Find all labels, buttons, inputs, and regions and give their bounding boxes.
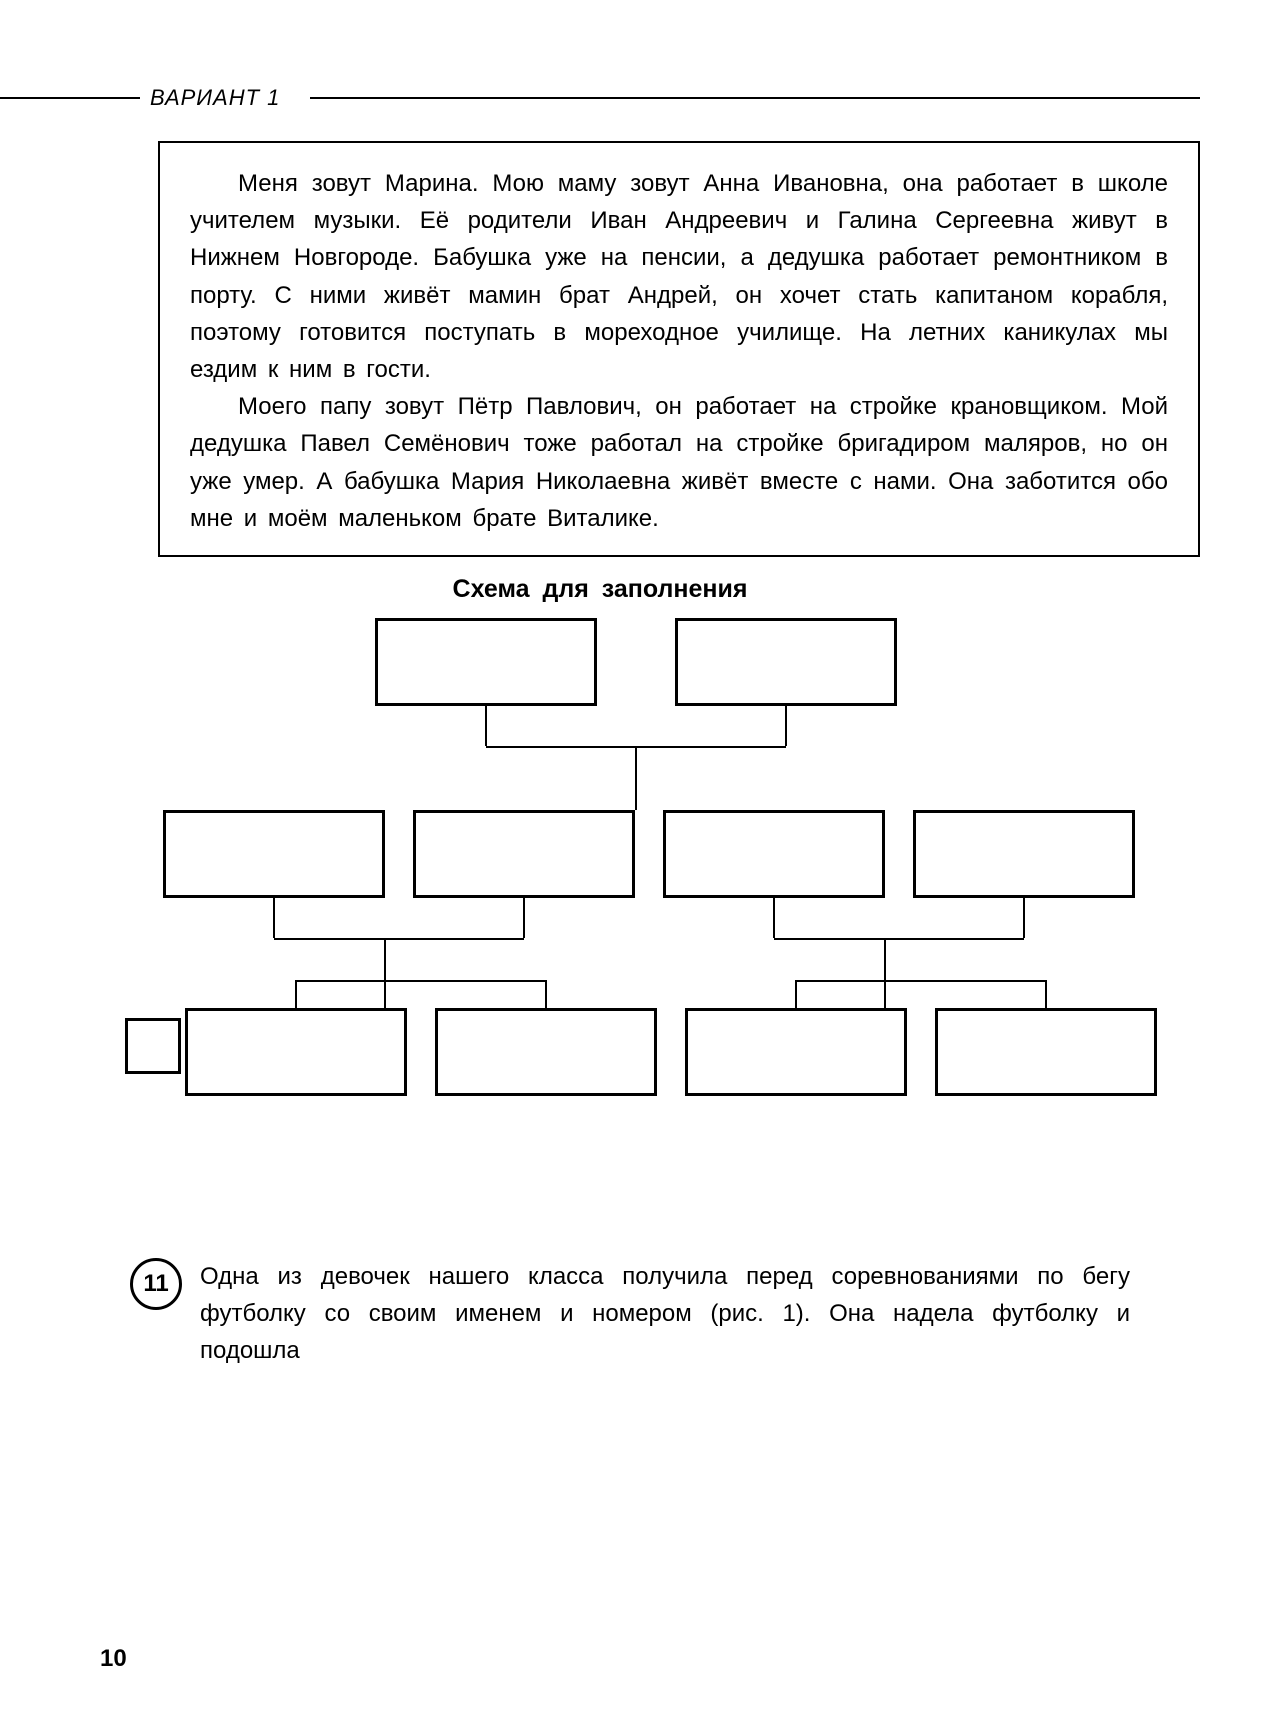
family-tree-scheme [125, 618, 1200, 1178]
header-rule-right [310, 97, 1200, 99]
conn-top-down-1 [785, 706, 787, 746]
variant-header: ВАРИАНТ 1 [0, 85, 1200, 109]
conn-mid-horiz-left [274, 938, 524, 940]
tree-top-box-1 [675, 618, 897, 706]
tree-top-box-0 [375, 618, 597, 706]
conn-top-to-mid [635, 746, 637, 810]
conn-top-down-0 [485, 706, 487, 746]
conn-mid-down-0 [273, 898, 275, 938]
conn-left-branch-v1 [545, 980, 547, 1008]
question-number-badge: 11 [130, 1258, 182, 1310]
question-text: Одна из девочек нашего класса получила п… [200, 1258, 1130, 1370]
conn-mid-horiz-right [774, 938, 1024, 940]
tree-small-square [125, 1018, 181, 1074]
question-block: 11 Одна из девочек нашего класса получил… [130, 1258, 1130, 1370]
tree-bottom-box-2 [685, 1008, 907, 1096]
conn-right-branch-v2 [795, 980, 797, 1008]
variant-label: ВАРИАНТ 1 [150, 85, 280, 111]
tree-mid-box-3 [913, 810, 1135, 898]
conn-left-branch-v0 [295, 980, 297, 1008]
tree-bottom-box-3 [935, 1008, 1157, 1096]
conn-right-branch-horiz [796, 980, 1046, 982]
conn-left-branch-horiz [296, 980, 546, 982]
conn-right-branch-v3 [1045, 980, 1047, 1008]
tree-mid-box-0 [163, 810, 385, 898]
story-box: Меня зовут Марина. Мою маму зовут Анна И… [158, 141, 1200, 557]
tree-bottom-box-0 [185, 1008, 407, 1096]
tree-bottom-box-1 [435, 1008, 657, 1096]
conn-mid-down-3 [1023, 898, 1025, 938]
story-paragraph-1: Меня зовут Марина. Мою маму зовут Анна И… [190, 165, 1168, 388]
conn-mid-to-bottom-right [884, 938, 886, 1008]
page-number: 10 [100, 1645, 127, 1673]
tree-mid-box-1 [413, 810, 635, 898]
conn-mid-down-2 [773, 898, 775, 938]
story-paragraph-2: Моего папу зовут Пётр Павлович, он работ… [190, 388, 1168, 537]
tree-mid-box-2 [663, 810, 885, 898]
header-rule-left [0, 97, 140, 99]
conn-mid-down-1 [523, 898, 525, 938]
scheme-title: Схема для заполнения [0, 575, 1200, 604]
conn-left-stem-ext [384, 938, 386, 980]
